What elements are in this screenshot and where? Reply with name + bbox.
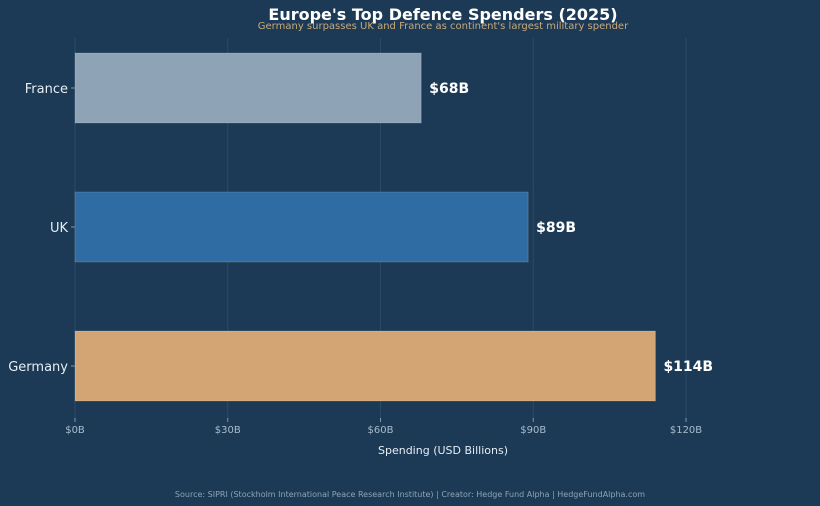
chart-subtitle: Germany surpasses UK and France as conti… bbox=[258, 21, 629, 32]
category-label: UK bbox=[50, 221, 69, 236]
x-tick-label: $0B bbox=[65, 425, 85, 436]
bar-france bbox=[74, 52, 422, 124]
value-label: $68B bbox=[429, 81, 469, 97]
x-tick-label: $30B bbox=[215, 425, 241, 436]
x-tick-label: $90B bbox=[520, 425, 546, 436]
source-note: Source: SIPRI (Stockholm International P… bbox=[175, 490, 645, 499]
bar-germany bbox=[74, 330, 656, 402]
x-tick-label: $120B bbox=[670, 425, 702, 436]
x-axis-ticks: $0B $30B $60B $90B $120B bbox=[65, 418, 702, 436]
category-labels: France UK Germany bbox=[8, 82, 75, 375]
category-label: Germany bbox=[8, 360, 68, 375]
x-axis-label: Spending (USD Billions) bbox=[378, 444, 508, 457]
x-tick-label: $60B bbox=[368, 425, 394, 436]
category-label: France bbox=[25, 82, 68, 97]
value-labels: $68B $89B $114B bbox=[429, 81, 713, 375]
value-label: $114B bbox=[663, 359, 713, 375]
bar-uk bbox=[74, 191, 529, 263]
value-label: $89B bbox=[536, 220, 576, 236]
bars bbox=[74, 52, 656, 402]
chart-title: Europe's Top Defence Spenders (2025) bbox=[268, 5, 617, 24]
